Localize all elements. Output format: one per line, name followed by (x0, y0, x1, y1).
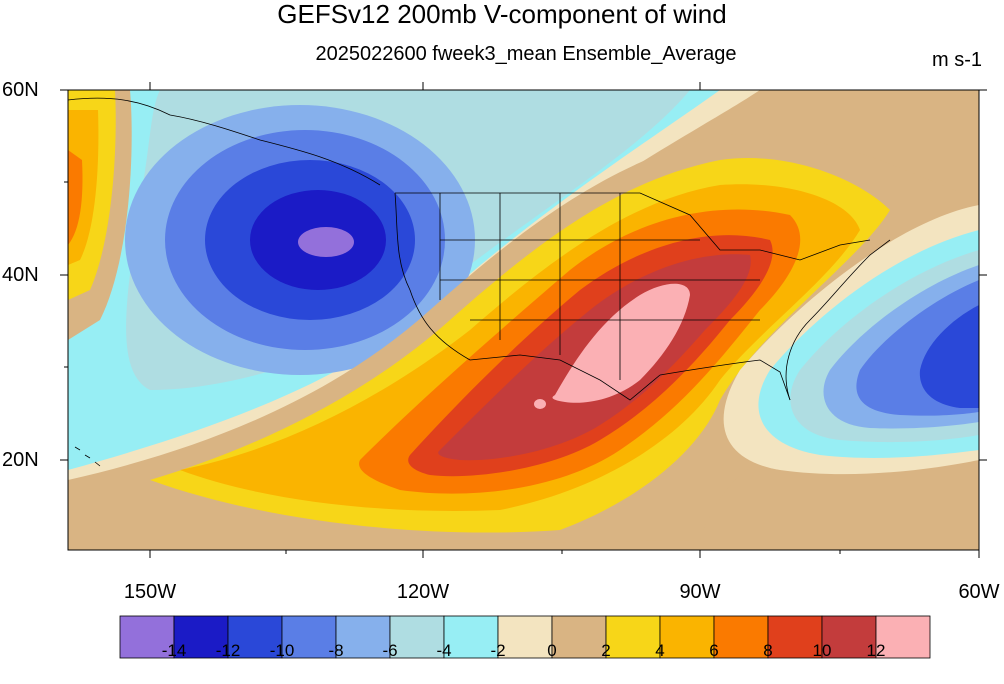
colorbar-swatch (821, 615, 877, 659)
lon-label-150w: 150W (123, 581, 177, 603)
colorbar-swatch (443, 615, 499, 659)
colorbar-tick-label: -10 (269, 641, 295, 660)
western-minimum (68, 90, 760, 520)
colorbar-swatch (389, 615, 445, 659)
mexico-border (469, 354, 661, 401)
colorbar-tick-label: -12 (215, 641, 241, 660)
colorbar-swatch (497, 615, 553, 659)
colorbar-tick-label: 6 (709, 641, 719, 660)
southern-maximum (68, 133, 979, 550)
colorbar-tick-label: 2 (601, 641, 611, 660)
colorbar-swatch (767, 615, 823, 659)
contour-neg-14 (298, 227, 354, 257)
colorbar-tick-label: 12 (866, 641, 886, 660)
colorbar-tick-label: -8 (328, 641, 344, 660)
colorbar (119, 615, 931, 659)
map-title: GEFSv12 200mb V-component of wind (277, 0, 727, 29)
colorbar-swatch (173, 615, 229, 659)
lon-label-120w: 120W (396, 581, 450, 603)
lat-label-40n: 40N (2, 264, 39, 286)
us-canada-border (395, 192, 871, 261)
colorbar-tick-label: -14 (161, 641, 187, 660)
gulf-coast (659, 359, 791, 401)
colorbar-tick-label: 0 (547, 641, 557, 660)
colorbar-swatch (659, 615, 715, 659)
canada-coast (68, 97, 381, 186)
contour-field (68, 90, 979, 550)
colorbar-swatch (875, 615, 931, 659)
colorbar-tick-label: 10 (812, 641, 832, 660)
west-coast (394, 192, 471, 361)
colorbar-swatch (713, 615, 769, 659)
colorbar-tick-label: -6 (382, 641, 398, 660)
colorbar-tick-label: -2 (490, 641, 506, 660)
contour-east-10 (919, 305, 979, 408)
colorbar-tick-label: 8 (763, 641, 773, 660)
colorbar-swatch (335, 615, 391, 659)
colorbar-swatch (227, 615, 283, 659)
boundaries (68, 97, 891, 467)
plot-frame (67, 89, 980, 551)
lat-label-20n: 20N (2, 449, 39, 471)
colorbar-swatch (119, 615, 175, 659)
units-label: m s-1 (932, 49, 982, 71)
contour-pos-14b (534, 399, 546, 409)
colorbar-swatch (605, 615, 661, 659)
colorbar-tick-label: 4 (655, 641, 665, 660)
colorbar-tick-label: -4 (436, 641, 452, 660)
colorbar-swatch (281, 615, 337, 659)
left-edge-positive (68, 90, 132, 340)
left-edge-8 (68, 150, 83, 245)
map-subtitle: 2025022600 fweek3_mean Ensemble_Average (315, 43, 737, 65)
colorbar-swatch (551, 615, 607, 659)
eastern-minimum (723, 205, 979, 475)
state-lines (439, 193, 760, 380)
east-coast (785, 239, 891, 401)
lat-label-60n: 60N (2, 79, 39, 101)
lon-label-90w: 90W (679, 581, 721, 603)
lon-label-60w: 60W (958, 581, 1000, 603)
axis-ticks (60, 82, 987, 558)
hawaii (74, 446, 101, 467)
